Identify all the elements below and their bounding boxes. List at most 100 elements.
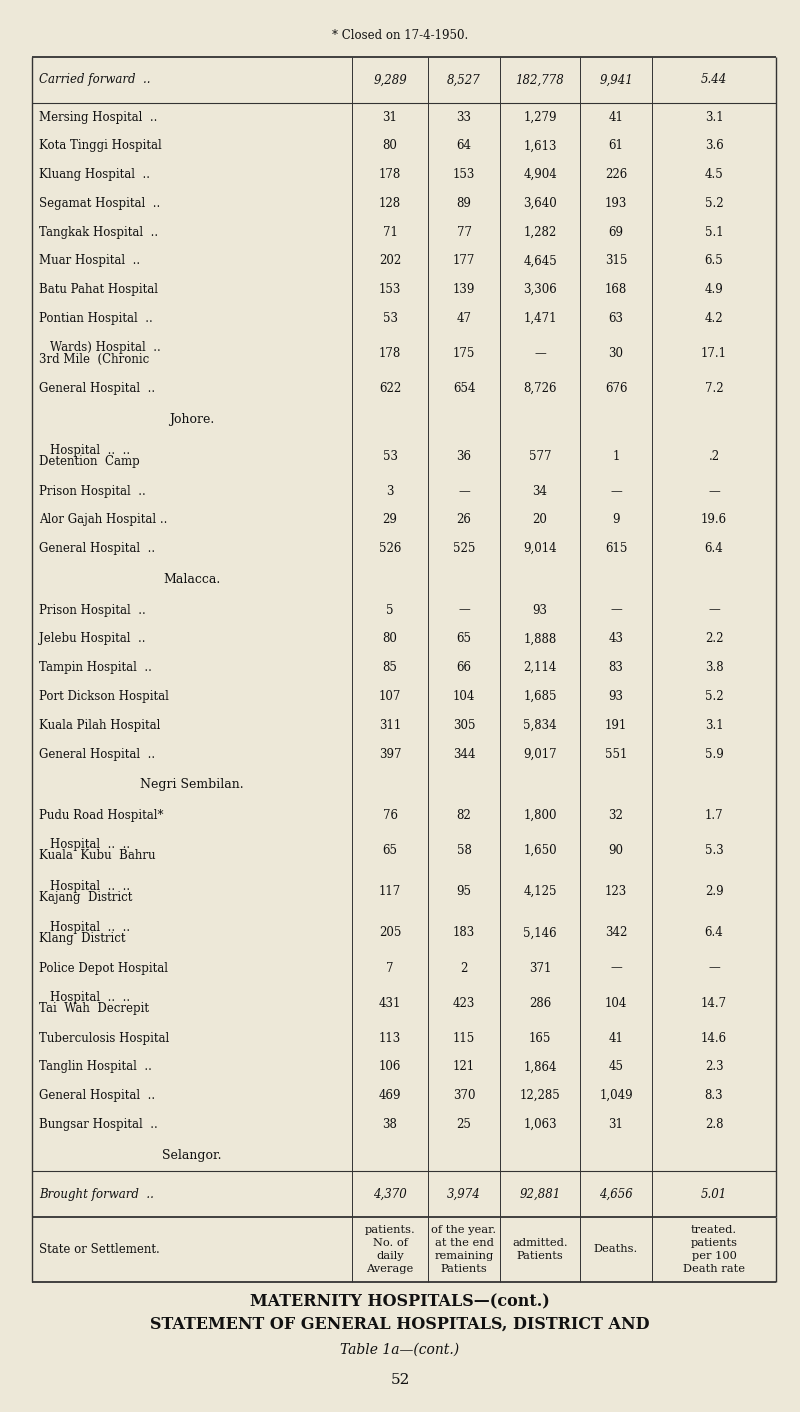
Text: Hospital  ..  ..: Hospital .. .. [50,921,130,933]
Text: 31: 31 [382,110,398,123]
Text: 95: 95 [457,885,471,898]
Text: —: — [610,484,622,497]
Text: 5.3: 5.3 [705,844,723,857]
Text: 41: 41 [609,1032,623,1045]
Text: 311: 311 [379,719,401,731]
Text: 34: 34 [533,484,547,497]
Text: 3.1: 3.1 [705,719,723,731]
Text: 3,306: 3,306 [523,284,557,297]
Text: 139: 139 [453,284,475,297]
Text: Patients: Patients [517,1251,563,1261]
Text: STATEMENT OF GENERAL HOSPITALS, DISTRICT AND: STATEMENT OF GENERAL HOSPITALS, DISTRICT… [150,1316,650,1333]
Text: .2: .2 [709,449,719,463]
Text: Kajang  District: Kajang District [39,891,132,904]
Text: 65: 65 [382,844,398,857]
Text: Deaths.: Deaths. [594,1244,638,1254]
Text: 1,800: 1,800 [523,809,557,822]
Text: 654: 654 [453,383,475,395]
Text: 45: 45 [609,1060,623,1073]
Text: 19.6: 19.6 [701,514,727,527]
Text: Prison Hospital  ..: Prison Hospital .. [39,484,146,497]
Text: 397: 397 [378,747,402,761]
Text: 80: 80 [382,140,398,152]
Text: Death rate: Death rate [683,1264,745,1274]
Text: 153: 153 [453,168,475,181]
Text: 423: 423 [453,997,475,1010]
Text: General Hospital  ..: General Hospital .. [39,747,155,761]
Text: 622: 622 [379,383,401,395]
Text: 1,650: 1,650 [523,844,557,857]
Text: Tampin Hospital  ..: Tampin Hospital .. [39,661,152,674]
Text: 8,726: 8,726 [523,383,557,395]
Text: 83: 83 [609,661,623,674]
Text: 61: 61 [609,140,623,152]
Text: 1,279: 1,279 [523,110,557,123]
Text: 2.8: 2.8 [705,1118,723,1131]
Text: 80: 80 [382,633,398,645]
Text: 71: 71 [382,226,398,239]
Text: —: — [708,962,720,974]
Text: Brought forward  ..: Brought forward .. [39,1187,154,1200]
Text: 1,613: 1,613 [523,140,557,152]
Text: 113: 113 [379,1032,401,1045]
Text: State or Settlement.: State or Settlement. [39,1243,160,1257]
Text: Kuala  Kubu  Bahru: Kuala Kubu Bahru [39,850,155,863]
Text: Prison Hospital  ..: Prison Hospital .. [39,603,146,617]
Text: 168: 168 [605,284,627,297]
Text: 63: 63 [609,312,623,325]
Text: 1,063: 1,063 [523,1118,557,1131]
Text: 92,881: 92,881 [519,1187,561,1200]
Text: 26: 26 [457,514,471,527]
Text: Hospital  ..  ..: Hospital .. .. [50,839,130,851]
Text: 177: 177 [453,254,475,267]
Text: 4,656: 4,656 [599,1187,633,1200]
Text: of the year.: of the year. [431,1226,497,1236]
Text: 4,370: 4,370 [373,1187,407,1200]
Text: Negri Sembilan.: Negri Sembilan. [140,778,244,791]
Text: 1,471: 1,471 [523,312,557,325]
Text: 5: 5 [386,603,394,617]
Text: 31: 31 [609,1118,623,1131]
Text: 205: 205 [379,926,401,939]
Text: 123: 123 [605,885,627,898]
Text: Johore.: Johore. [170,412,214,426]
Text: 58: 58 [457,844,471,857]
Text: 305: 305 [453,719,475,731]
Text: 183: 183 [453,926,475,939]
Text: 14.7: 14.7 [701,997,727,1010]
Text: 25: 25 [457,1118,471,1131]
Text: 90: 90 [609,844,623,857]
Text: 117: 117 [379,885,401,898]
Text: Hospital  ..  ..: Hospital .. .. [50,445,130,457]
Text: 82: 82 [457,809,471,822]
Text: Kota Tinggi Hospital: Kota Tinggi Hospital [39,140,162,152]
Text: 1: 1 [612,449,620,463]
Text: Kuala Pilah Hospital: Kuala Pilah Hospital [39,719,160,731]
Text: treated.: treated. [691,1226,737,1236]
Text: * Closed on 17-4-1950.: * Closed on 17-4-1950. [332,28,468,41]
Text: 4,125: 4,125 [523,885,557,898]
Text: 8.3: 8.3 [705,1089,723,1103]
Text: at the end: at the end [434,1238,494,1248]
Text: Pontian Hospital  ..: Pontian Hospital .. [39,312,153,325]
Text: Mersing Hospital  ..: Mersing Hospital .. [39,110,158,123]
Text: 3,974: 3,974 [447,1187,481,1200]
Text: Average: Average [366,1264,414,1274]
Text: 20: 20 [533,514,547,527]
Text: 551: 551 [605,747,627,761]
Text: 1,685: 1,685 [523,690,557,703]
Text: 104: 104 [605,997,627,1010]
Text: MATERNITY HOSPITALS—(cont.): MATERNITY HOSPITALS—(cont.) [250,1293,550,1310]
Text: 128: 128 [379,196,401,210]
Text: 1.7: 1.7 [705,809,723,822]
Text: 4.5: 4.5 [705,168,723,181]
Text: daily: daily [376,1251,404,1261]
Text: 38: 38 [382,1118,398,1131]
Text: 286: 286 [529,997,551,1010]
Text: 615: 615 [605,542,627,555]
Text: 6.4: 6.4 [705,542,723,555]
Text: 9,941: 9,941 [599,73,633,86]
Text: 3rd Mile  (Chronic: 3rd Mile (Chronic [39,353,150,366]
Text: 29: 29 [382,514,398,527]
Text: Kluang Hospital  ..: Kluang Hospital .. [39,168,150,181]
